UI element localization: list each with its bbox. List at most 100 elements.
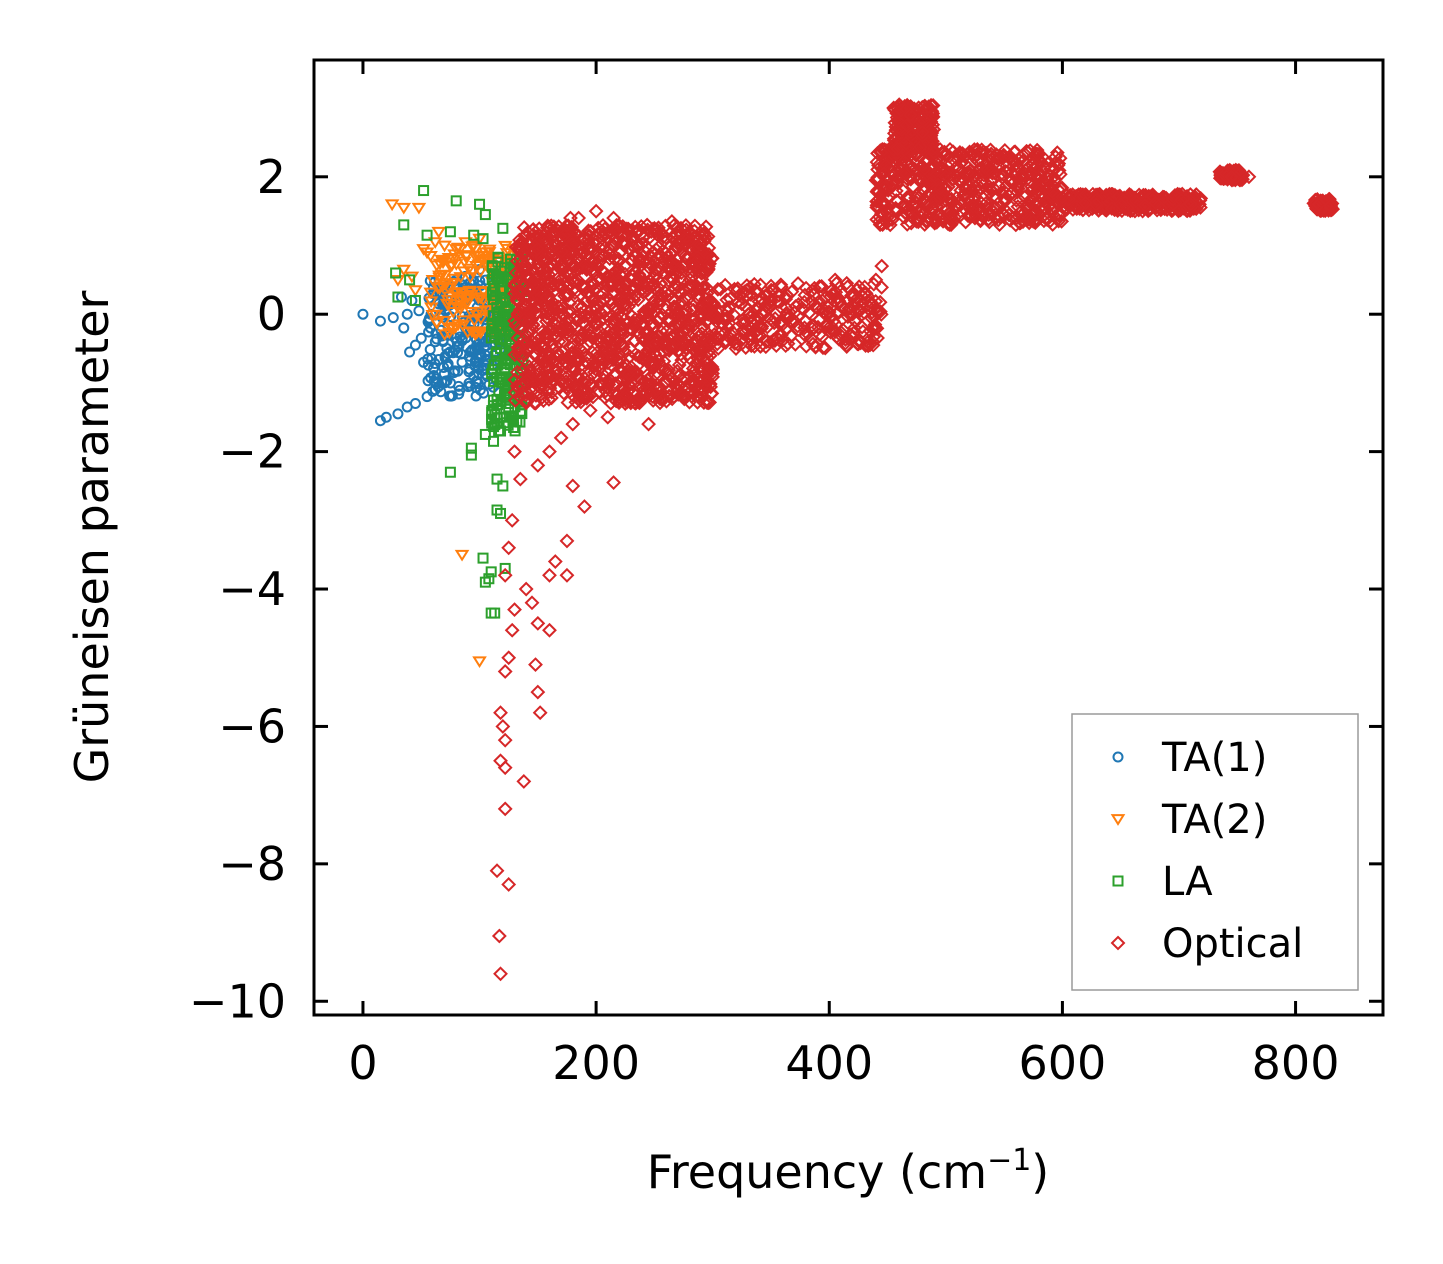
- data-point: [528, 657, 543, 673]
- data-point: [535, 340, 551, 356]
- data-point: [839, 275, 855, 291]
- data-point: [728, 341, 744, 356]
- data-point: [700, 345, 716, 361]
- data-point: [524, 334, 540, 350]
- data-point: [597, 320, 612, 336]
- data-point: [693, 265, 709, 281]
- data-point: [681, 224, 697, 240]
- data-point: [798, 325, 814, 340]
- data-point: [446, 307, 461, 319]
- y-tick-label: −6: [218, 699, 286, 753]
- data-point: [1120, 200, 1135, 216]
- data-point: [625, 233, 640, 249]
- data-point: [604, 237, 619, 253]
- data-point: [390, 267, 402, 279]
- data-point: [942, 205, 958, 221]
- data-point: [571, 311, 587, 327]
- data-point: [586, 364, 602, 380]
- data-point: [1061, 191, 1077, 207]
- data-point: [949, 190, 965, 206]
- data-point: [559, 533, 575, 549]
- data-point: [409, 294, 421, 306]
- data-point: [628, 347, 644, 362]
- data-point: [464, 346, 476, 358]
- data-point: [866, 329, 882, 345]
- data-point: [814, 279, 830, 294]
- data-point: [431, 226, 447, 239]
- data-point: [896, 130, 912, 146]
- data-point: [479, 576, 491, 588]
- data-point: [531, 362, 547, 378]
- data-point: [612, 317, 628, 333]
- data-point: [1188, 187, 1204, 202]
- data-point: [453, 292, 468, 304]
- data-point: [949, 168, 965, 184]
- data-point: [429, 384, 441, 396]
- data-point: [392, 291, 404, 303]
- data-point: [876, 165, 892, 181]
- data-point: [658, 389, 674, 405]
- data-point: [556, 299, 572, 315]
- data-point: [544, 384, 560, 400]
- data-point: [520, 268, 536, 284]
- data-point: [645, 244, 661, 260]
- data-point: [704, 385, 720, 401]
- data-point: [456, 315, 471, 328]
- data-point: [804, 321, 820, 337]
- data-point: [518, 581, 534, 597]
- data-point: [512, 471, 528, 487]
- data-point: [537, 374, 552, 390]
- data-point: [495, 425, 507, 437]
- data-point: [647, 304, 663, 320]
- data-point: [540, 310, 556, 326]
- data-point: [495, 343, 507, 355]
- data-point: [497, 760, 513, 776]
- data-point: [914, 160, 929, 176]
- data-point: [466, 240, 482, 253]
- data-point: [547, 238, 563, 253]
- data-point: [920, 213, 935, 229]
- data-point: [444, 466, 456, 478]
- data-point: [559, 567, 575, 583]
- data-point: [705, 361, 721, 377]
- data-point: [890, 148, 906, 164]
- data-point: [564, 372, 579, 388]
- data-point: [740, 322, 756, 338]
- data-point: [530, 684, 546, 700]
- data-point: [674, 352, 690, 368]
- data-point: [890, 141, 906, 157]
- data-point: [873, 145, 889, 160]
- data-point: [478, 247, 493, 260]
- data-point: [668, 251, 684, 267]
- data-point: [424, 344, 436, 356]
- data-point: [629, 224, 645, 240]
- data-point: [667, 294, 683, 309]
- data-point: [479, 428, 491, 440]
- data-point: [681, 375, 697, 391]
- data-point: [739, 287, 755, 303]
- data-point: [469, 360, 481, 372]
- data-point: [606, 210, 622, 226]
- data-point: [411, 202, 427, 215]
- data-point: [565, 359, 580, 374]
- data-point: [425, 310, 441, 322]
- data-point: [546, 219, 562, 235]
- data-point: [1025, 214, 1041, 229]
- data-point: [923, 122, 939, 138]
- data-point: [891, 97, 907, 113]
- data-point: [638, 284, 653, 300]
- data-point: [406, 294, 418, 306]
- data-point: [1019, 199, 1035, 214]
- data-point: [804, 283, 820, 299]
- data-point: [485, 326, 497, 338]
- data-point: [889, 175, 905, 191]
- data-point: [441, 360, 453, 372]
- data-point: [1001, 207, 1017, 223]
- y-tick-label: −2: [218, 425, 286, 479]
- data-point: [444, 226, 456, 238]
- data-point: [867, 302, 883, 318]
- data-point: [534, 324, 550, 340]
- data-point: [500, 329, 512, 341]
- data-point: [621, 299, 636, 314]
- data-point: [661, 273, 676, 288]
